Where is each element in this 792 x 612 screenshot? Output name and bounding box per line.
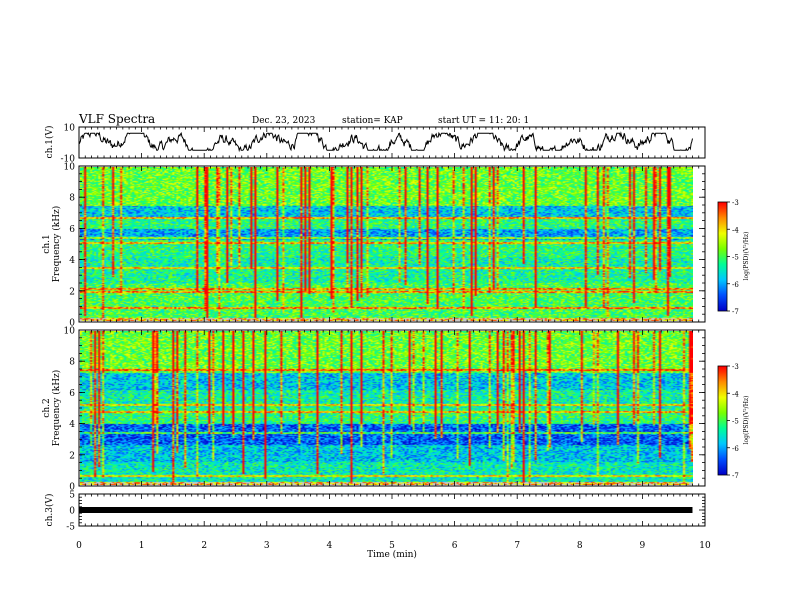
x-tick-label: 0 (76, 541, 82, 551)
y-tick-label: 6 (69, 389, 75, 399)
figure-title: VLF Spectra (78, 112, 155, 126)
ch2-spectrogram-image (80, 331, 693, 485)
x-tick-label: 6 (452, 541, 458, 551)
y-tick-label: 2 (69, 451, 75, 461)
colorbar-tick-label: -5 (732, 418, 739, 426)
y-tick-label: 0 (69, 507, 75, 517)
ch1-waveform-ticks: 10 -10 (61, 124, 706, 165)
y-tick-label: 4 (69, 256, 75, 266)
colorbar-tick-label: -6 (732, 445, 739, 453)
x-tick-label: 10 (699, 541, 711, 551)
ch1-waveform-trace (78, 131, 693, 153)
ch2-colorbar: -3 -4 -5 -6 -7 (717, 363, 739, 480)
y-tick-label: 10 (64, 163, 76, 173)
ch2-spectrogram-ticks: 0 2 4 6 8 10 (64, 327, 706, 493)
ch1-spectrogram-ticks: 0 2 4 6 8 10 (64, 163, 706, 329)
station-label: station= KAP (342, 116, 403, 126)
y-tick-label: 10 (64, 327, 76, 337)
ch1-spectrogram-ylabel-frequency: Frequency (kHz) (51, 206, 62, 283)
ch2-colorbar-ticks: -3 -4 -5 -6 -7 (727, 363, 739, 480)
y-tick-label: -5 (66, 523, 75, 533)
ch2-spectrogram-ylabel-frequency: Frequency (kHz) (51, 370, 62, 447)
colorbar-tick-label: -5 (732, 254, 739, 262)
colorbar-tick-label: -4 (732, 390, 739, 398)
y-tick-label: 0 (69, 319, 75, 329)
y-tick-label: 6 (69, 225, 75, 235)
ch1-waveform-panel: 10 -10 (61, 124, 706, 165)
ch1-colorbar-ticks: -3 -4 -5 -6 -7 (727, 199, 739, 316)
ch1-waveform-ylabel: ch.1(V) (44, 126, 55, 159)
y-tick-label: 5 (69, 491, 75, 501)
date-label: Dec. 23, 2023 (252, 116, 316, 126)
y-tick-label: 4 (69, 420, 75, 430)
colorbar-tick-label: -4 (732, 226, 739, 234)
ch2-spectrogram-panel: 0 2 4 6 8 10 (64, 327, 706, 493)
ch3-waveform-trace (79, 507, 693, 513)
ut-label: UT = 11: 20: 1 (462, 116, 529, 126)
y-tick-label: 8 (69, 358, 75, 368)
ch2-colorbar-label: log(PSD)(V²/Hz) (743, 396, 750, 445)
y-tick-label: 0 (69, 483, 75, 493)
colorbar-tick-label: -6 (732, 281, 739, 289)
y-tick-label: 2 (69, 287, 75, 297)
ch1-colorbar: -3 -4 -5 -6 -7 (717, 199, 739, 316)
y-tick-label: 8 (69, 194, 75, 204)
colorbar-tick-label: -7 (732, 308, 739, 316)
ch1-spectrogram-panel: 0 2 4 6 8 10 (64, 163, 706, 329)
x-tick-label: 4 (327, 541, 333, 551)
ch3-waveform-ylabel: ch.3(V) (44, 494, 55, 527)
ch1-spectrogram-ylabel-channel: ch.1 (42, 234, 52, 253)
y-tick-label: 10 (64, 124, 76, 134)
x-axis-label: Time (min) (367, 549, 417, 560)
x-tick-label: 5 (389, 541, 395, 551)
x-tick-label: 9 (640, 541, 646, 551)
y-tick-label: -10 (61, 155, 76, 165)
ch1-colorbar-gradient (718, 202, 727, 311)
x-tick-label: 2 (201, 541, 207, 551)
x-tick-label: 7 (514, 541, 520, 551)
start-label: start (438, 116, 460, 126)
colorbar-tick-label: -3 (732, 363, 739, 371)
colorbar-tick-label: -7 (732, 472, 739, 480)
x-tick-label: 3 (264, 541, 270, 551)
ch1-colorbar-label: log(PSD)(V²/Hz) (743, 232, 750, 281)
ch1-spectrogram-image (80, 167, 693, 321)
x-tick-label: 8 (577, 541, 583, 551)
x-tick-label: 1 (139, 541, 145, 551)
ch2-spectrogram-ylabel-channel: ch.2 (42, 398, 52, 417)
ch2-colorbar-gradient (718, 366, 727, 475)
colorbar-tick-label: -3 (732, 199, 739, 207)
